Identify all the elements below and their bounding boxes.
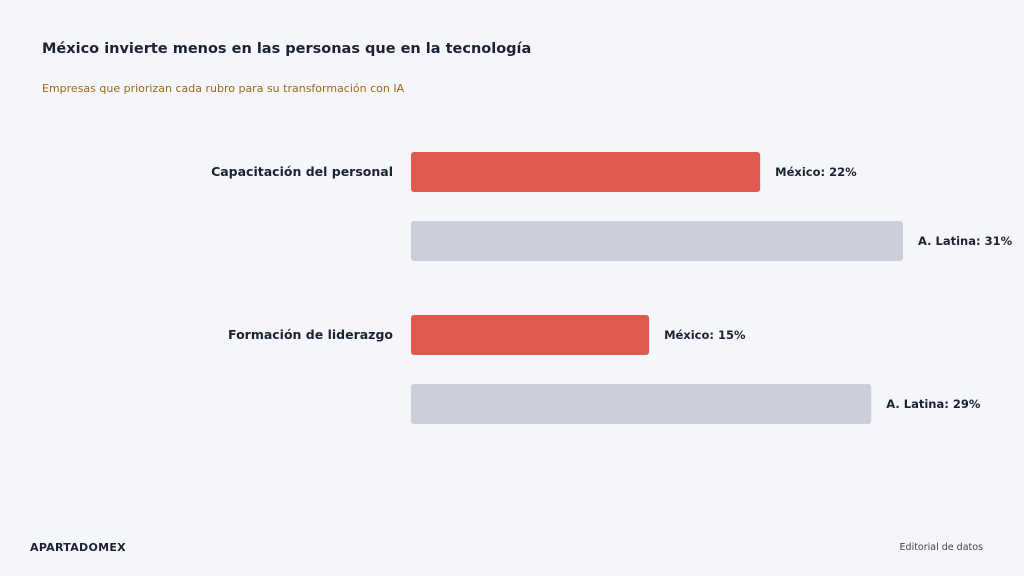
category-label-formacion-de-liderazgo: Formación de liderazgo (228, 327, 393, 342)
footer-note: Editorial de datos (899, 542, 983, 553)
data-label-mexico-capacitacion-del-personal: México: 22% (775, 165, 857, 179)
bar-a-latina-formacion-de-liderazgo (411, 384, 872, 424)
bar-mexico-capacitacion-del-personal (411, 152, 761, 192)
bar-a-latina-capacitacion-del-personal (411, 221, 903, 261)
data-label-a-latina-capacitacion-del-personal: A. Latina: 31% (918, 234, 1013, 248)
category-label-capacitacion-del-personal: Capacitación del personal (211, 164, 393, 179)
footer-brand: APARTADOMEX (30, 541, 126, 554)
data-label-mexico-formacion-de-liderazgo: México: 15% (664, 328, 746, 342)
bar-mexico-formacion-de-liderazgo (411, 315, 650, 355)
chart-title: México invierte menos en las personas qu… (42, 41, 532, 57)
data-label-a-latina-formacion-de-liderazgo: A. Latina: 29% (886, 397, 981, 411)
chart-subtitle: Empresas que priorizan cada rubro para s… (42, 82, 405, 95)
